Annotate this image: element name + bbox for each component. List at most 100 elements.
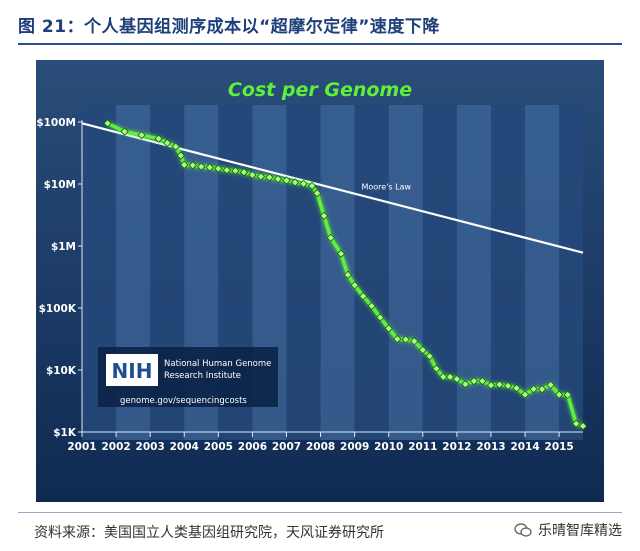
cost-marker: [503, 381, 513, 391]
brand-tag: 乐晴智库精选: [514, 520, 622, 540]
cost-marker: [554, 390, 564, 399]
cost-marker: [520, 390, 530, 399]
cost-marker: [350, 281, 359, 290]
year-band: [422, 105, 457, 440]
cost-marker: [256, 172, 266, 181]
year-band: [388, 105, 423, 440]
x-tick-label: 2010: [374, 441, 403, 453]
y-tick-label: $100K: [39, 303, 77, 315]
bottom-rule: [18, 512, 622, 513]
x-tick-label: 2005: [204, 441, 233, 453]
cost-marker: [282, 176, 291, 185]
cost-marker: [461, 380, 470, 389]
cost-marker: [299, 179, 308, 188]
cost-marker: [120, 127, 129, 136]
title-rule: [18, 43, 622, 45]
cost-marker: [222, 165, 232, 175]
cost-per-genome-chart: Cost per Genome $100M $10M $1M $100K $10K $1K…: [36, 60, 604, 502]
cost-marker: [312, 189, 322, 198]
cost-marker: [359, 292, 368, 301]
cost-marker: [445, 372, 455, 382]
cost-marker: [376, 313, 385, 322]
cost-marker: [439, 372, 448, 382]
y-tick-label: $1K: [53, 427, 77, 439]
cost-marker: [367, 301, 376, 311]
cost-marker: [231, 166, 240, 176]
cost-marker: [529, 384, 538, 394]
cost-marker: [137, 130, 146, 140]
cost-marker: [239, 168, 249, 177]
cost-marker: [176, 151, 186, 160]
nih-logo: NIH: [112, 359, 153, 383]
nih-org-line1: National Human Genome: [164, 359, 271, 369]
cost-marker: [563, 390, 572, 400]
x-tick-label: 2001: [67, 441, 96, 453]
y-tick-label: $10K: [46, 365, 77, 377]
cost-marker: [180, 160, 189, 169]
year-band: [456, 105, 491, 440]
cost-marker: [319, 211, 329, 221]
cost-marker: [205, 163, 214, 172]
x-tick-label: 2007: [272, 441, 301, 453]
nih-org-line2: Research Institute: [164, 371, 241, 381]
moores-law-label: Moore's Law: [361, 182, 411, 191]
x-tick-label: 2011: [408, 441, 437, 453]
cost-marker: [171, 142, 180, 151]
cost-marker: [469, 376, 479, 386]
x-tick-label: 2003: [136, 441, 165, 453]
nih-box: NIH National Human Genome Research Insti…: [98, 347, 278, 407]
cost-marker: [197, 162, 206, 171]
cost-marker: [486, 381, 496, 390]
year-band: [354, 105, 389, 440]
x-tick-label: 2012: [442, 441, 471, 453]
cost-marker: [163, 138, 172, 148]
cost-marker: [512, 383, 521, 393]
year-band: [559, 105, 583, 440]
x-tick-label: 2015: [545, 441, 574, 453]
cost-marker: [273, 174, 283, 184]
cost-marker: [248, 170, 257, 180]
y-axis: $100M $10M $1M $100K $10K $1K: [36, 117, 83, 439]
cost-marker: [401, 335, 410, 344]
wechat-icon: [514, 523, 532, 537]
nih-url: genome.gov/sequencingcosts: [120, 396, 247, 406]
x-tick-label: 2004: [170, 441, 199, 453]
brand-name: 乐晴智库精选: [538, 523, 622, 539]
cost-marker: [188, 161, 197, 170]
cost-marker: [103, 119, 112, 128]
x-axis: 2001 2002 2003 2004 2005 2006 2007 2008 2009 2010…: [67, 431, 583, 453]
cost-marker: [307, 181, 317, 191]
cost-marker: [572, 419, 581, 428]
y-tick-label: $100M: [36, 117, 76, 129]
cost-marker: [336, 249, 346, 258]
x-tick-label: 2013: [476, 441, 505, 453]
year-band: [286, 105, 321, 440]
x-tick-label: 2014: [510, 441, 539, 453]
x-tick-label: 2009: [340, 441, 369, 453]
cost-marker: [214, 164, 223, 173]
cost-marker: [384, 324, 393, 333]
cost-marker: [393, 334, 402, 344]
y-tick-label: $10M: [44, 179, 76, 191]
nih-logo-box: [106, 354, 158, 386]
cost-marker: [452, 374, 462, 384]
cost-marker: [290, 178, 300, 187]
cost-marker: [418, 345, 427, 355]
x-tick-label: 2008: [306, 441, 335, 453]
cost-marker: [432, 364, 441, 373]
cost-marker: [410, 337, 419, 346]
cost-marker: [578, 421, 588, 431]
cost-marker: [343, 270, 353, 280]
cost-markers: [103, 119, 588, 431]
cost-marker: [546, 380, 555, 390]
x-tick-label: 2002: [101, 441, 130, 453]
y-tick-label: $1M: [51, 241, 76, 253]
x-tick-label: 2006: [238, 441, 267, 453]
cost-marker: [495, 380, 504, 389]
cost-marker: [326, 233, 335, 243]
cost-marker: [425, 352, 434, 361]
cost-marker: [537, 385, 547, 394]
chart-title: Cost per Genome: [228, 79, 412, 101]
cost-marker: [154, 134, 163, 143]
cost-marker: [265, 173, 274, 182]
